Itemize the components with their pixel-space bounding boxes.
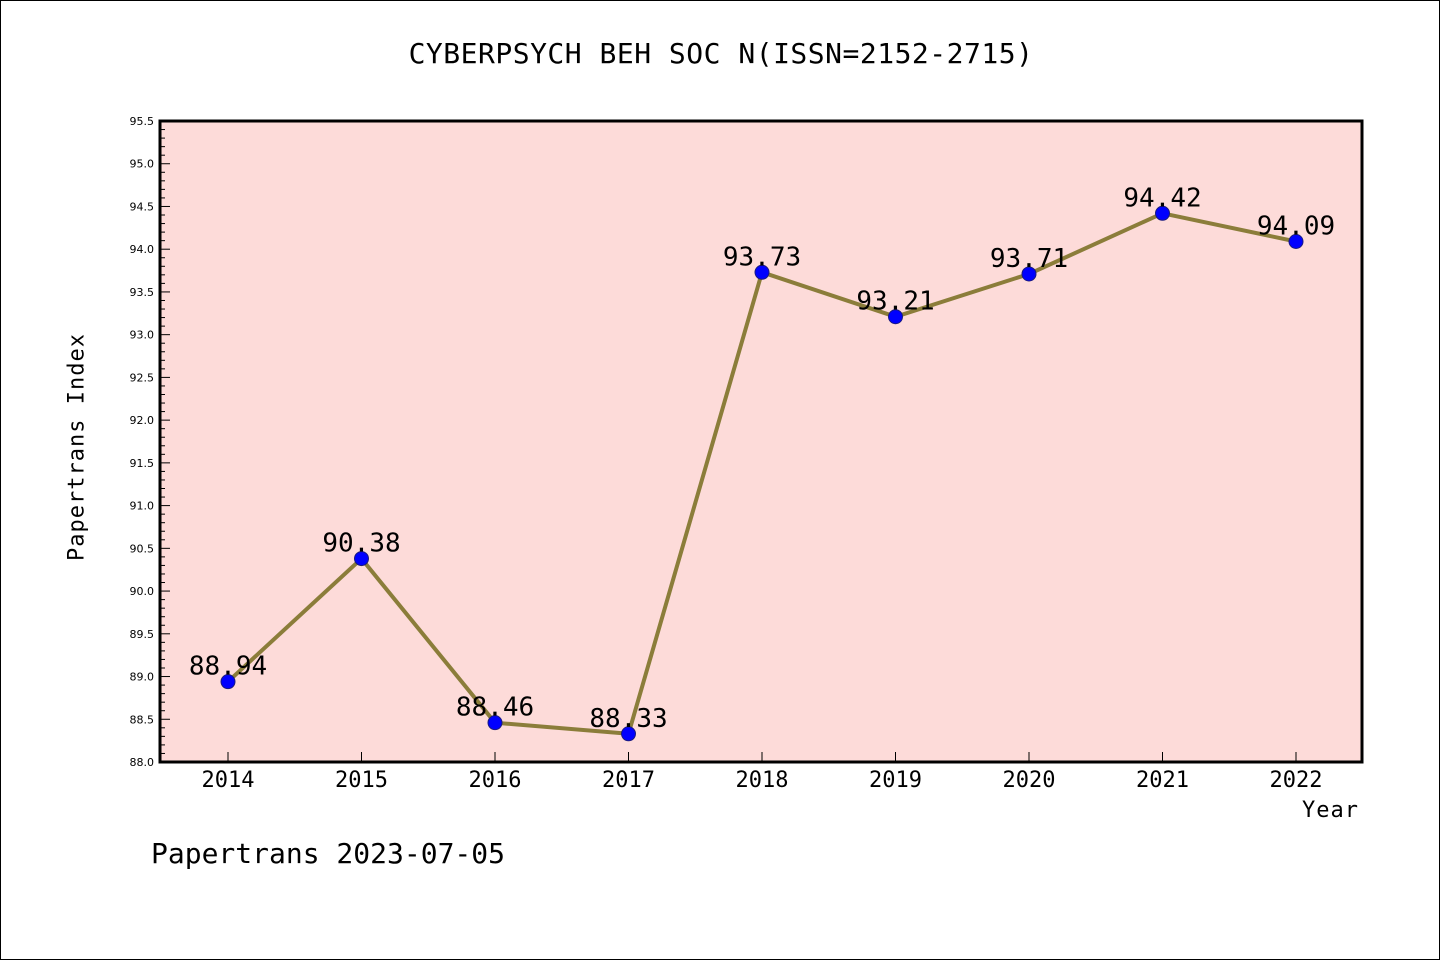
data-label: 94.09 xyxy=(1257,212,1335,242)
y-tick-label: 94.5 xyxy=(130,200,155,213)
plot-background xyxy=(160,121,1362,762)
data-label: 93.21 xyxy=(856,287,934,317)
data-point xyxy=(220,674,236,690)
x-tick-label: 2022 xyxy=(1270,768,1323,793)
x-tick-label: 2018 xyxy=(736,768,789,793)
data-point xyxy=(621,726,636,742)
data-point xyxy=(754,264,770,280)
y-tick-label: 90.0 xyxy=(130,585,155,598)
data-label: 88.94 xyxy=(189,652,267,682)
y-tick-label: 93.5 xyxy=(130,286,155,299)
x-tick-label: 2016 xyxy=(469,768,522,793)
y-tick-label: 91.5 xyxy=(130,457,155,470)
y-tick-label: 93.0 xyxy=(130,329,155,342)
data-label: 93.73 xyxy=(723,242,801,272)
y-tick-label: 92.0 xyxy=(130,414,155,427)
footer-watermark: Papertrans 2023-07-05 xyxy=(151,837,506,870)
data-label: 94.42 xyxy=(1123,183,1201,213)
data-point xyxy=(888,309,903,325)
x-tick-label: 2019 xyxy=(869,768,922,793)
data-point xyxy=(1021,266,1037,282)
x-tick-label: 2015 xyxy=(335,768,388,793)
x-axis-label: Year xyxy=(1302,798,1359,823)
y-tick-label: 91.0 xyxy=(130,500,155,513)
y-tick-label: 88.5 xyxy=(130,713,155,726)
data-point xyxy=(354,551,369,567)
plot-frame xyxy=(158,119,1364,764)
y-tick-label: 89.0 xyxy=(130,671,155,684)
data-label: 93.71 xyxy=(990,244,1068,274)
y-tick-label: 95.0 xyxy=(130,158,155,171)
x-tick-label: 2014 xyxy=(202,768,255,793)
x-tick-label: 2020 xyxy=(1003,768,1056,793)
chart-title: CYBERPSYCH BEH SOC N(ISSN=2152-2715) xyxy=(408,37,1034,70)
data-label: 90.38 xyxy=(322,529,400,559)
data-point xyxy=(1155,205,1170,221)
x-tick-label: 2021 xyxy=(1136,768,1189,793)
x-tick-label: 2017 xyxy=(602,768,655,793)
data-label: 88.46 xyxy=(456,693,534,723)
y-tick-label: 88.0 xyxy=(130,756,155,769)
y-tick-label: 95.5 xyxy=(130,115,155,128)
data-point xyxy=(487,715,503,731)
y-tick-label: 94.0 xyxy=(130,243,155,256)
y-tick-label: 90.5 xyxy=(130,542,155,555)
data-label: 88.33 xyxy=(589,704,667,734)
y-tick-label: 92.5 xyxy=(130,371,155,384)
y-tick-label: 89.5 xyxy=(130,628,155,641)
data-point xyxy=(1288,234,1304,250)
